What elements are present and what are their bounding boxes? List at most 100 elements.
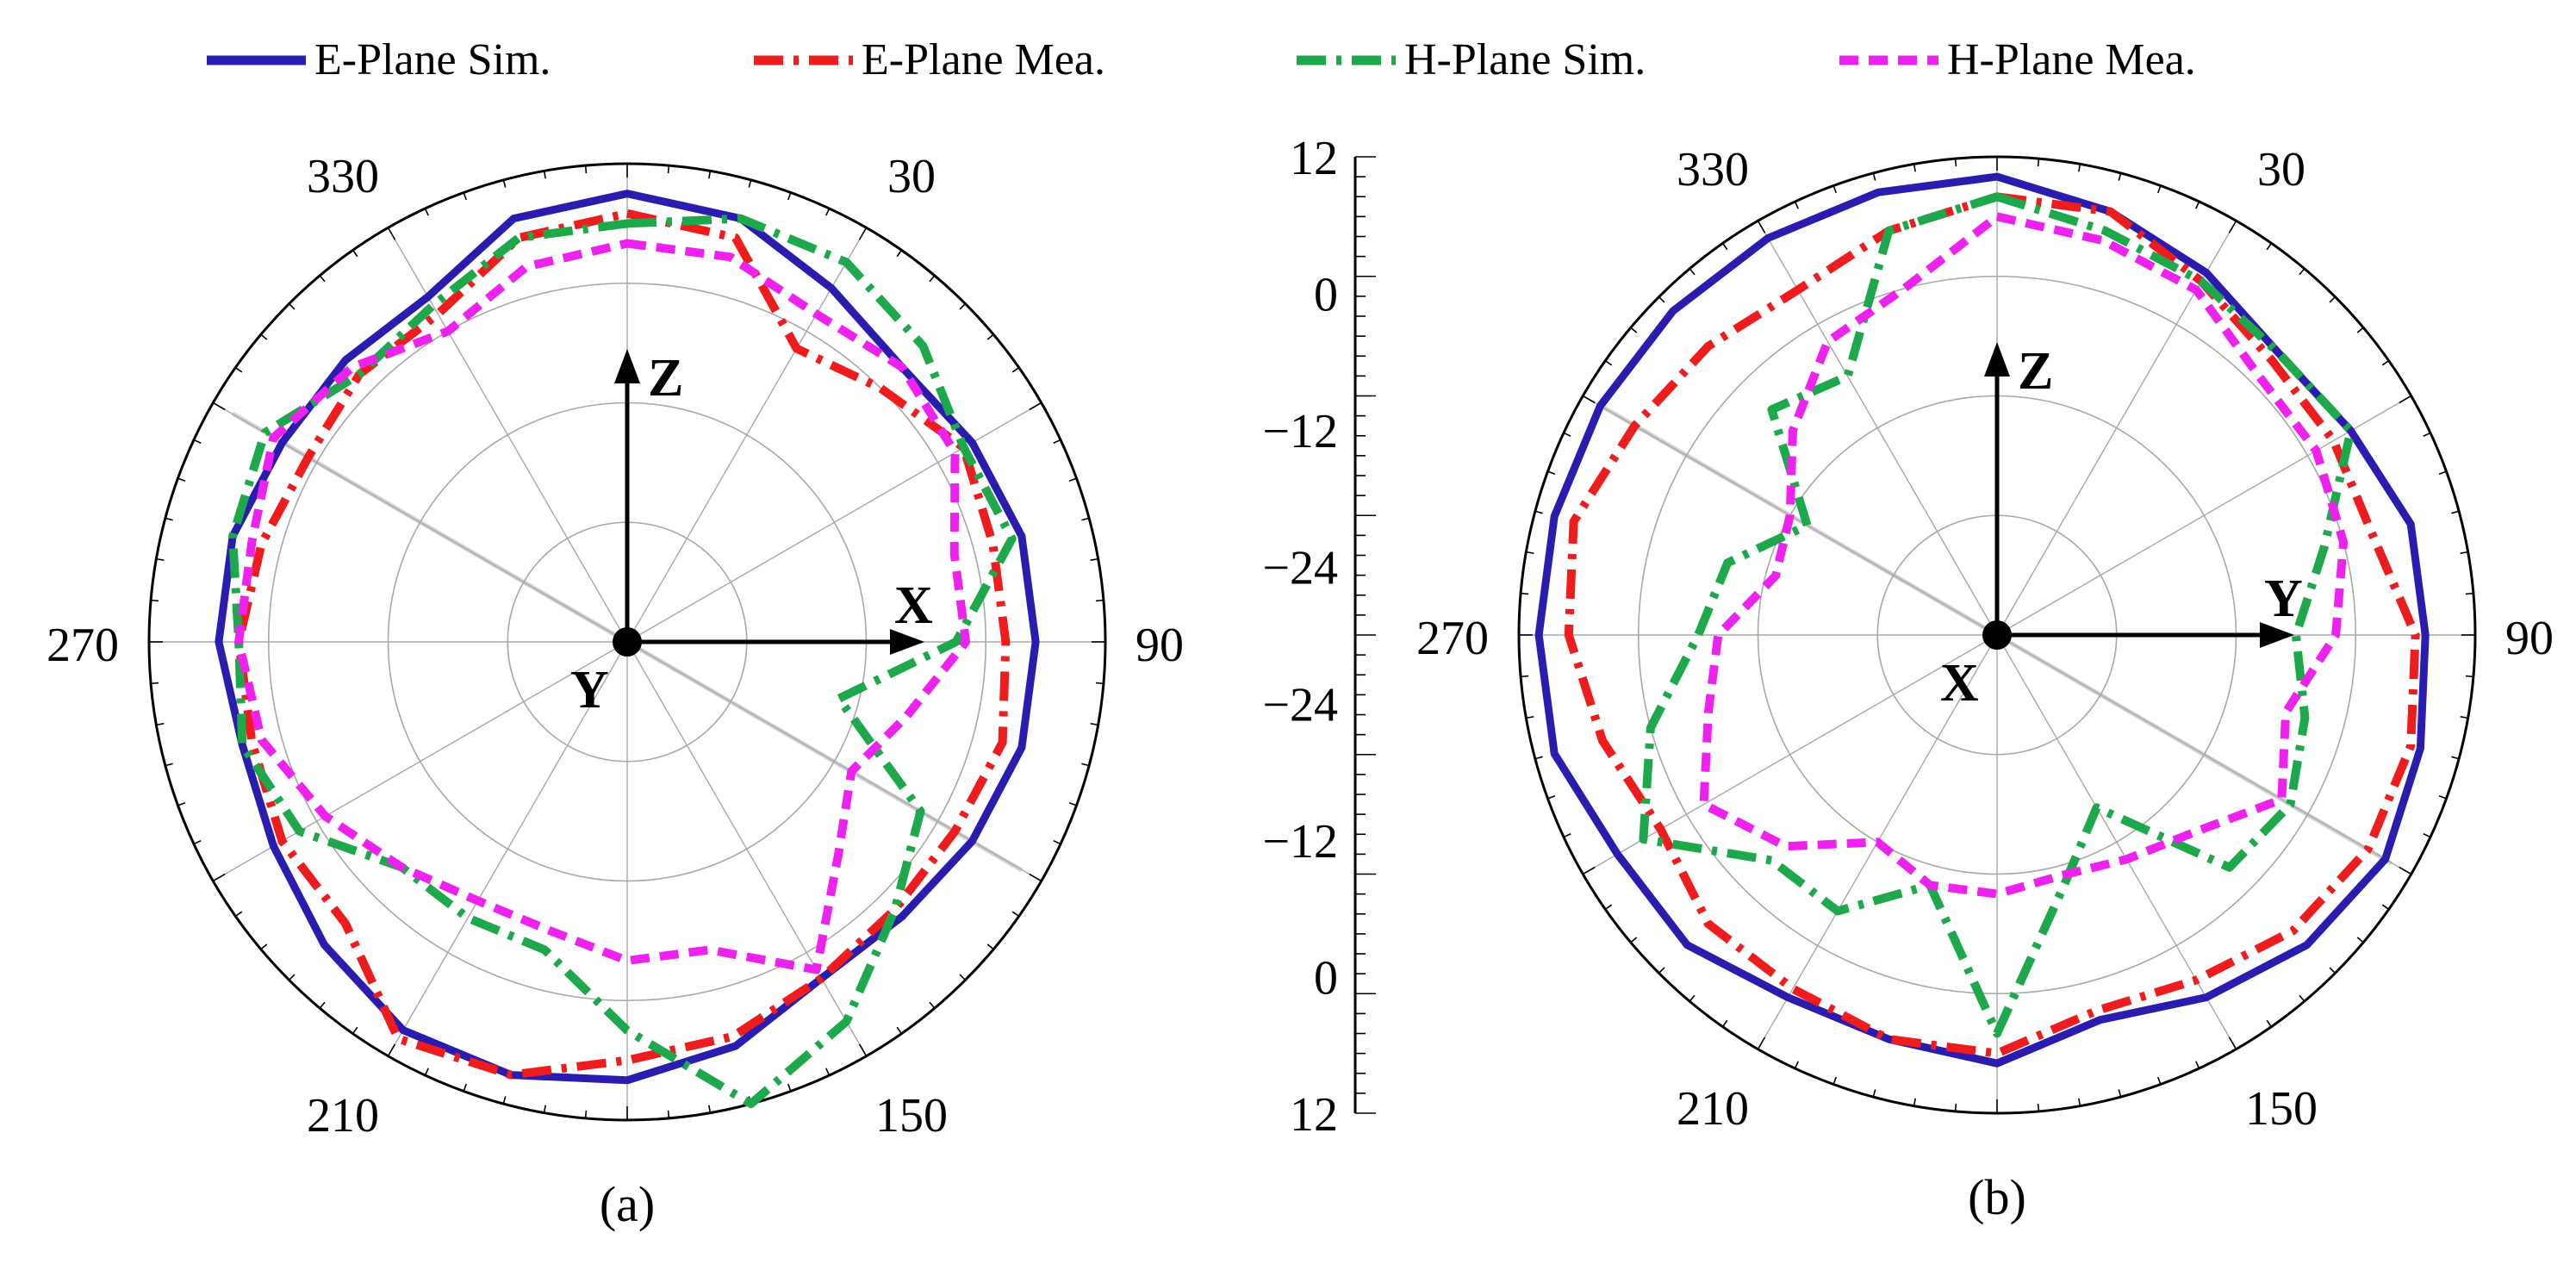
angle-tick <box>1722 1019 1728 1028</box>
angle-tick <box>2399 866 2412 875</box>
angle-tick <box>2399 395 2412 404</box>
angle-tick <box>584 1110 588 1118</box>
angle-label-210: 210 <box>307 1089 379 1142</box>
angle-tick <box>352 249 358 258</box>
angle-tick <box>1095 682 1104 685</box>
angle-tick <box>165 763 173 767</box>
legend-label-2: E-Plane Mea. <box>862 35 1105 84</box>
grid-spoke <box>626 641 1042 882</box>
angle-tick <box>1547 470 1556 476</box>
angle-tick <box>2329 296 2336 303</box>
angle-tick <box>825 208 831 216</box>
angle-tick <box>1604 904 1613 910</box>
angle-tick <box>1832 1076 1838 1085</box>
angle-tick <box>2299 994 2305 1002</box>
angle-label-270: 270 <box>47 619 119 672</box>
angle-tick <box>193 840 202 845</box>
grid-spoke <box>1583 634 1998 875</box>
angle-tick <box>1630 937 1638 943</box>
angle-tick <box>502 1096 507 1105</box>
angle-tick <box>2460 551 2468 554</box>
angle-tick <box>156 723 165 726</box>
angle-tick <box>2438 470 2447 476</box>
angle-tick <box>260 943 268 950</box>
angle-tick <box>986 333 994 340</box>
angle-tick <box>1053 439 1061 444</box>
angle-tick <box>193 439 202 444</box>
origin-dot <box>613 627 642 657</box>
legend-label-1: E-Plane Sim. <box>314 35 551 84</box>
angle-tick <box>858 1043 868 1057</box>
legend: E-Plane Sim. E-Plane Mea. H-Plane Sim. H-Pl… <box>207 35 2196 84</box>
axis-right-arrow <box>2260 622 2294 648</box>
angle-tick <box>1757 1037 1766 1050</box>
angle-tick <box>2465 675 2473 678</box>
polar-plot-a: 330 30 270 90 210 150 Z X Y (a) <box>47 150 1184 1232</box>
angle-tick <box>1053 840 1061 845</box>
angle-tick <box>1011 367 1020 373</box>
angle-tick <box>896 249 902 258</box>
angle-tick <box>260 333 268 340</box>
scale-label: 12 <box>1290 1088 1338 1142</box>
series-e-plane-sim- <box>1534 172 2430 1068</box>
angle-tick <box>234 911 243 917</box>
angle-tick <box>1081 763 1090 767</box>
angle-tick <box>1011 911 1020 917</box>
angle-tick <box>2156 1076 2162 1085</box>
angle-tick <box>2195 201 2200 209</box>
axis-label-right: Y <box>2264 570 2303 628</box>
angle-tick <box>2078 1098 2081 1106</box>
angle-tick <box>2423 432 2431 437</box>
angle-tick <box>2381 904 2390 910</box>
axis-label-center: Y <box>570 661 609 719</box>
scale-label: −12 <box>1262 405 1338 458</box>
grid-spoke <box>387 641 628 1056</box>
angle-tick <box>156 557 165 561</box>
angle-tick <box>2037 159 2040 167</box>
angle-tick <box>1563 833 1571 838</box>
angle-tick <box>424 208 429 216</box>
angle-tick <box>387 1043 396 1057</box>
angle-tick <box>1954 159 1957 167</box>
angle-tick <box>1954 1103 1957 1111</box>
angle-tick <box>1521 592 1529 595</box>
angle-tick <box>2118 172 2122 181</box>
angle-tick <box>1722 242 1728 251</box>
angle-tick <box>319 1001 326 1009</box>
angle-label-270: 270 <box>1416 612 1489 665</box>
angle-tick <box>424 1068 429 1076</box>
angle-tick <box>2156 185 2162 194</box>
angle-tick <box>2266 242 2272 251</box>
angle-tick <box>2118 1089 2122 1098</box>
angle-tick <box>177 801 186 806</box>
angle-tick <box>2356 937 2364 943</box>
angle-tick <box>1090 557 1098 561</box>
angle-tick <box>986 943 994 950</box>
angle-tick <box>1913 164 1916 172</box>
grid-spoke <box>1996 634 2411 875</box>
angle-tick <box>319 275 326 283</box>
angle-label-330: 330 <box>1677 143 1749 196</box>
angle-tick <box>787 192 792 201</box>
angle-tick <box>1090 723 1098 726</box>
grid-spoke <box>1996 395 2411 636</box>
grid-spoke <box>626 641 868 1056</box>
angle-tick <box>1526 716 1534 719</box>
angle-tick <box>1068 477 1077 482</box>
legend-label-4: H-Plane Mea. <box>1947 35 2196 84</box>
angle-tick <box>1794 1061 1799 1069</box>
axis-label-up: Z <box>2018 342 2053 401</box>
angle-tick <box>2266 1019 2272 1028</box>
angle-tick <box>1630 327 1638 333</box>
angle-label-90: 90 <box>1136 619 1184 672</box>
angle-tick <box>959 302 967 310</box>
angle-label-330: 330 <box>307 150 379 203</box>
angle-tick <box>858 227 868 240</box>
polar-plot-b: 330 30 270 90 210 150 Z Y X (b) <box>1416 143 2554 1225</box>
angle-tick <box>2451 756 2460 760</box>
angle-tick <box>543 171 546 179</box>
angle-tick <box>1794 201 1799 209</box>
axis-label-up: Z <box>648 349 683 408</box>
angle-tick <box>212 873 226 882</box>
axis-up-arrow <box>614 349 640 383</box>
